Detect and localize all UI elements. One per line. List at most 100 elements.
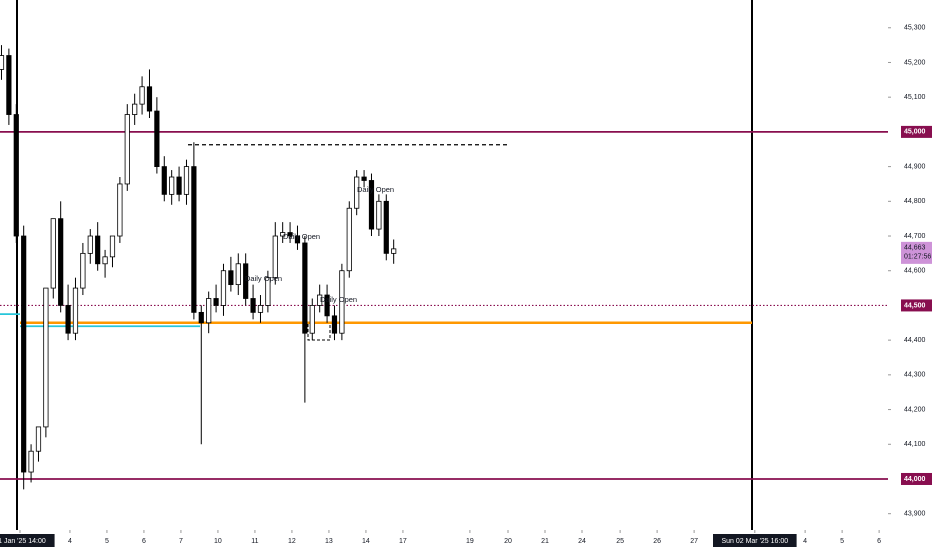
last-price-box <box>901 241 932 264</box>
level-label: 45,000 <box>904 129 926 136</box>
candle-body <box>228 270 234 286</box>
candle-body <box>117 183 123 237</box>
candle-body <box>376 200 382 230</box>
candle-body <box>132 103 138 115</box>
candle-body <box>213 298 219 306</box>
candle-body <box>339 270 345 334</box>
candle-body <box>35 426 42 452</box>
candle-body <box>280 232 286 237</box>
candle-body <box>43 287 49 428</box>
annotation: Daily Open <box>283 232 320 241</box>
candle-body <box>309 305 315 334</box>
candle-body <box>154 110 160 168</box>
last-price-label: 44,663 <box>904 245 926 252</box>
x-tick-label: 6 <box>877 538 881 545</box>
annotation: Daily Open <box>320 295 357 304</box>
x-tick-box <box>713 534 797 547</box>
x-tick-label: 4 <box>68 538 72 545</box>
candle-body <box>50 218 56 289</box>
level-label-box <box>901 125 932 138</box>
candle-body <box>176 176 182 195</box>
candle-body <box>250 298 256 313</box>
candle-body <box>368 180 375 230</box>
y-tick-label: 44,400 <box>904 337 926 344</box>
candle-body <box>324 294 330 317</box>
candle-body <box>169 176 175 195</box>
x-tick-label: 21 <box>541 538 549 545</box>
candle-body <box>317 294 323 306</box>
y-tick-label: 44,900 <box>904 163 926 170</box>
candle-body <box>361 176 367 181</box>
candle-body <box>287 232 293 237</box>
candle-body <box>191 166 197 313</box>
candle-body <box>220 270 227 306</box>
candle-body <box>161 166 167 195</box>
x-tick-label: 19 <box>466 538 474 545</box>
x-tick-label: 6 <box>142 538 146 545</box>
x-tick-label: 25 <box>616 538 624 545</box>
x-tick-label: 11 <box>251 538 258 545</box>
candle-body <box>391 248 397 254</box>
candle-body <box>28 450 34 473</box>
level-label: 44,500 <box>904 302 926 309</box>
level-label-box <box>901 472 932 485</box>
candle-body <box>265 277 271 306</box>
countdown-label: 01:27:56 <box>904 254 931 261</box>
candle-body <box>272 235 278 279</box>
x-tick-label: Sun 02 Mar '25 16:00 <box>721 538 788 545</box>
candle-body <box>243 263 249 299</box>
candle-body <box>109 235 116 258</box>
x-tick-label: 31 Jan '25 14:00 <box>0 538 46 545</box>
candle-body <box>80 252 86 289</box>
x-tick-label: 12 <box>288 538 296 545</box>
candle-body <box>146 86 153 112</box>
candle-body <box>87 235 93 254</box>
candle-body <box>257 305 264 313</box>
x-tick-label: 20 <box>504 538 512 545</box>
x-tick-label: 26 <box>653 538 661 545</box>
x-tick-label: 17 <box>399 538 407 545</box>
candle-body <box>13 114 19 237</box>
candle-body <box>198 311 204 324</box>
candle-body <box>21 235 27 473</box>
y-tick-label: 45,100 <box>904 94 926 101</box>
y-tick-label: 44,700 <box>904 233 926 240</box>
x-tick-label: 13 <box>325 538 333 545</box>
candle-body <box>72 287 79 334</box>
annotation: Daily Open <box>357 185 394 194</box>
x-tick-label: 7 <box>179 538 183 545</box>
y-tick-label: 44,200 <box>904 406 926 413</box>
y-tick-label: 45,200 <box>904 59 926 66</box>
y-tick-label: 45,300 <box>904 25 926 32</box>
candle-body <box>302 242 308 334</box>
y-tick-label: 44,800 <box>904 198 926 205</box>
candle-body <box>124 114 130 185</box>
y-tick-label: 43,900 <box>904 511 926 518</box>
candle-body <box>6 55 12 115</box>
x-tick-label: 4 <box>803 538 807 545</box>
candle-body <box>331 315 338 334</box>
x-tick-label: 27 <box>690 538 698 545</box>
candle-body <box>183 166 190 195</box>
candle-body <box>206 298 212 324</box>
y-tick-label: 44,300 <box>904 372 926 379</box>
candle-body <box>294 235 301 244</box>
y-tick-label: 44,600 <box>904 268 926 275</box>
x-tick-label: 5 <box>105 538 109 545</box>
y-tick-label: 44,100 <box>904 441 926 448</box>
candle-body <box>102 256 108 265</box>
candle-body <box>383 200 389 254</box>
annotation: Daily Open <box>245 274 282 283</box>
x-tick-box <box>0 534 55 547</box>
x-tick-label: 14 <box>362 538 370 545</box>
candle-body <box>0 55 5 70</box>
x-tick-label: 10 <box>214 538 222 545</box>
candle-body <box>58 218 64 306</box>
candle-body <box>139 86 145 105</box>
x-tick-label: 24 <box>578 538 586 545</box>
x-tick-label: 5 <box>840 538 844 545</box>
candle-body <box>95 235 101 265</box>
level-label-box <box>901 299 932 312</box>
candle-body <box>346 207 352 272</box>
